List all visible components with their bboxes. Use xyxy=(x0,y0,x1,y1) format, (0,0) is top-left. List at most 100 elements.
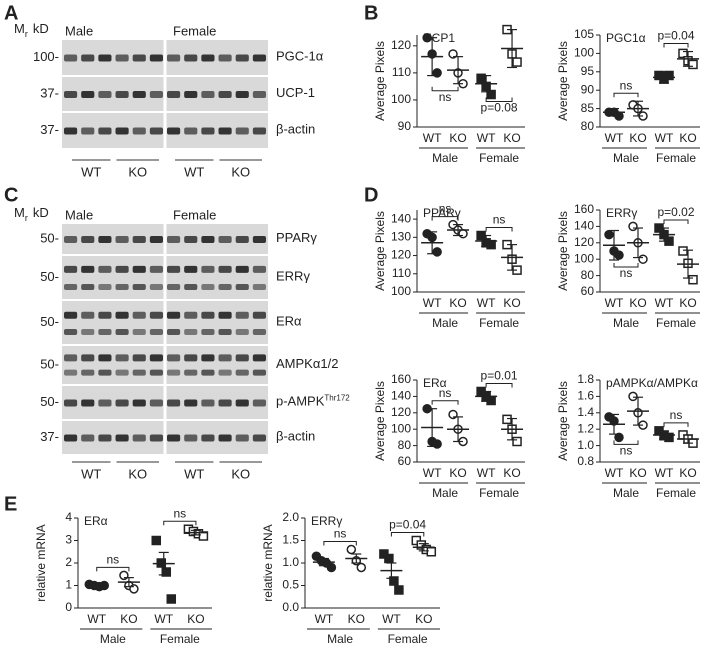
data-point xyxy=(664,432,674,443)
blot-band xyxy=(98,283,112,290)
error-bar xyxy=(633,100,643,117)
data-point xyxy=(384,553,394,564)
y-tick-label: 85 xyxy=(581,101,595,115)
blot-band xyxy=(132,399,146,407)
x-tick-label: KO xyxy=(449,131,466,145)
comparison-label: ns xyxy=(493,213,506,227)
blot-band xyxy=(81,311,95,319)
blot-band xyxy=(81,91,95,98)
blot-band xyxy=(115,236,129,243)
y-tick-label: 0.8 xyxy=(577,454,594,468)
comparison-label: p=0.04 xyxy=(389,518,426,532)
blot-band xyxy=(98,354,112,362)
data-point xyxy=(448,49,458,59)
blot-band xyxy=(98,91,112,98)
blot-band xyxy=(64,283,78,290)
blot-band xyxy=(252,311,266,319)
error-bar xyxy=(683,50,693,67)
blot-band xyxy=(184,369,198,376)
blot-band xyxy=(235,236,249,243)
comparison-label: ns xyxy=(620,444,633,458)
comparison-label: p=0.08 xyxy=(481,101,518,115)
blot-band xyxy=(149,369,163,376)
error-bar xyxy=(418,543,429,552)
comparison-bracket xyxy=(663,219,689,225)
comparison-bracket xyxy=(613,92,639,98)
data-point xyxy=(512,436,522,447)
blot-band xyxy=(81,236,95,243)
data-point xyxy=(426,547,437,557)
blot-band xyxy=(115,91,129,98)
blot-band xyxy=(81,369,95,376)
blot-band xyxy=(235,328,249,335)
data-point xyxy=(614,432,624,443)
blot-band xyxy=(201,236,215,243)
blot-band xyxy=(167,236,181,243)
blot-band xyxy=(98,328,112,335)
blot-band xyxy=(98,399,112,407)
blot-band xyxy=(252,54,266,62)
panel-label: B xyxy=(364,2,378,24)
blot-band xyxy=(115,354,129,362)
blot-band xyxy=(132,91,146,98)
group-label: Female xyxy=(656,151,696,165)
blot-band xyxy=(218,311,232,319)
blot-band xyxy=(252,91,266,98)
blot-band xyxy=(184,354,198,362)
x-tick-label: WT xyxy=(477,466,496,480)
x-tick-label: WT xyxy=(423,131,442,145)
group-label: Male xyxy=(432,486,458,500)
blot-band xyxy=(167,328,181,335)
protein-label: β-actin xyxy=(276,429,315,444)
group-label: Female xyxy=(479,316,519,330)
chart-title: ERα xyxy=(84,514,108,528)
blot-band xyxy=(81,434,95,442)
protein-name: β-actin xyxy=(276,429,315,444)
y-tick-label: 1.5 xyxy=(282,533,299,547)
group-label: Female xyxy=(388,632,428,646)
group-label: Female xyxy=(656,486,696,500)
blot-band xyxy=(115,265,129,273)
data-point xyxy=(458,228,468,239)
blot-band xyxy=(132,354,146,362)
comparison-bracket xyxy=(431,216,459,221)
y-axis-title: Average Pixels xyxy=(556,381,570,461)
blot-band xyxy=(167,311,181,319)
blot-band xyxy=(252,283,266,290)
blot-band xyxy=(98,236,112,243)
x-tick-label: WT xyxy=(655,296,674,310)
blot-band xyxy=(98,127,112,135)
comparison-label: p=0.01 xyxy=(481,369,518,383)
y-axis-title: Average Pixels xyxy=(373,211,387,291)
data-point xyxy=(486,395,496,406)
x-tick-label: WT xyxy=(87,612,106,626)
blot-band xyxy=(132,328,146,335)
blot-band xyxy=(201,127,215,135)
error-bar xyxy=(123,577,134,588)
data-point xyxy=(166,594,177,604)
blot-band xyxy=(201,54,215,62)
protein-sup: Thr172 xyxy=(324,393,350,402)
error-bar xyxy=(481,390,492,402)
blot-band xyxy=(115,54,129,62)
data-point xyxy=(628,221,638,232)
x-tick-label: KO xyxy=(449,296,466,310)
error-bar xyxy=(190,529,201,536)
x-tick-label: KO xyxy=(120,612,137,626)
genotype-label: WT xyxy=(81,466,101,481)
blot-band xyxy=(132,369,146,376)
data-point xyxy=(326,562,337,573)
blot-band xyxy=(115,328,129,335)
protein-label: UCP-1 xyxy=(276,85,315,100)
chart-title: pAMPKα/AMPKα xyxy=(606,376,698,390)
blot-band xyxy=(64,311,78,319)
blot-band xyxy=(184,265,198,273)
x-tick-label: KO xyxy=(449,466,466,480)
mw-label: 50- xyxy=(40,314,59,329)
comparison-label: ns xyxy=(439,386,452,400)
y-tick-label: 120 xyxy=(391,405,411,419)
error-bar xyxy=(427,408,438,448)
blot-band xyxy=(218,265,232,273)
error-bar xyxy=(481,234,492,248)
